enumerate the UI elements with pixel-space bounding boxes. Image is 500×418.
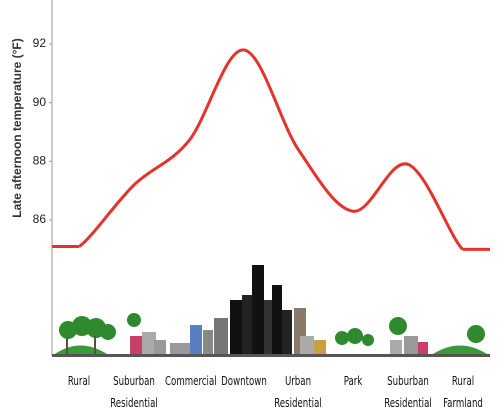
y-tick-label: 90 bbox=[33, 95, 47, 109]
x-tick-label: Suburban Residential bbox=[110, 374, 158, 410]
x-tick-label: Urban Residential bbox=[274, 374, 323, 410]
y-tick-label: 92 bbox=[33, 36, 47, 50]
y-tick-label: 88 bbox=[33, 154, 47, 168]
illustration bbox=[52, 265, 490, 357]
x-tick-label: Suburban Residential bbox=[384, 374, 432, 410]
y-axis-label: Late afternoon temperature (°F) bbox=[10, 38, 24, 217]
x-tick-label: Rural Farmland bbox=[442, 374, 483, 410]
x-tick-label: Downtown bbox=[220, 374, 267, 388]
y-tick-label: 86 bbox=[33, 212, 47, 226]
x-tick-label: Park bbox=[343, 374, 363, 388]
x-tick-label: Rural bbox=[68, 374, 91, 388]
line bbox=[78, 48, 464, 251]
x-tick-label: Commercial bbox=[164, 374, 217, 388]
